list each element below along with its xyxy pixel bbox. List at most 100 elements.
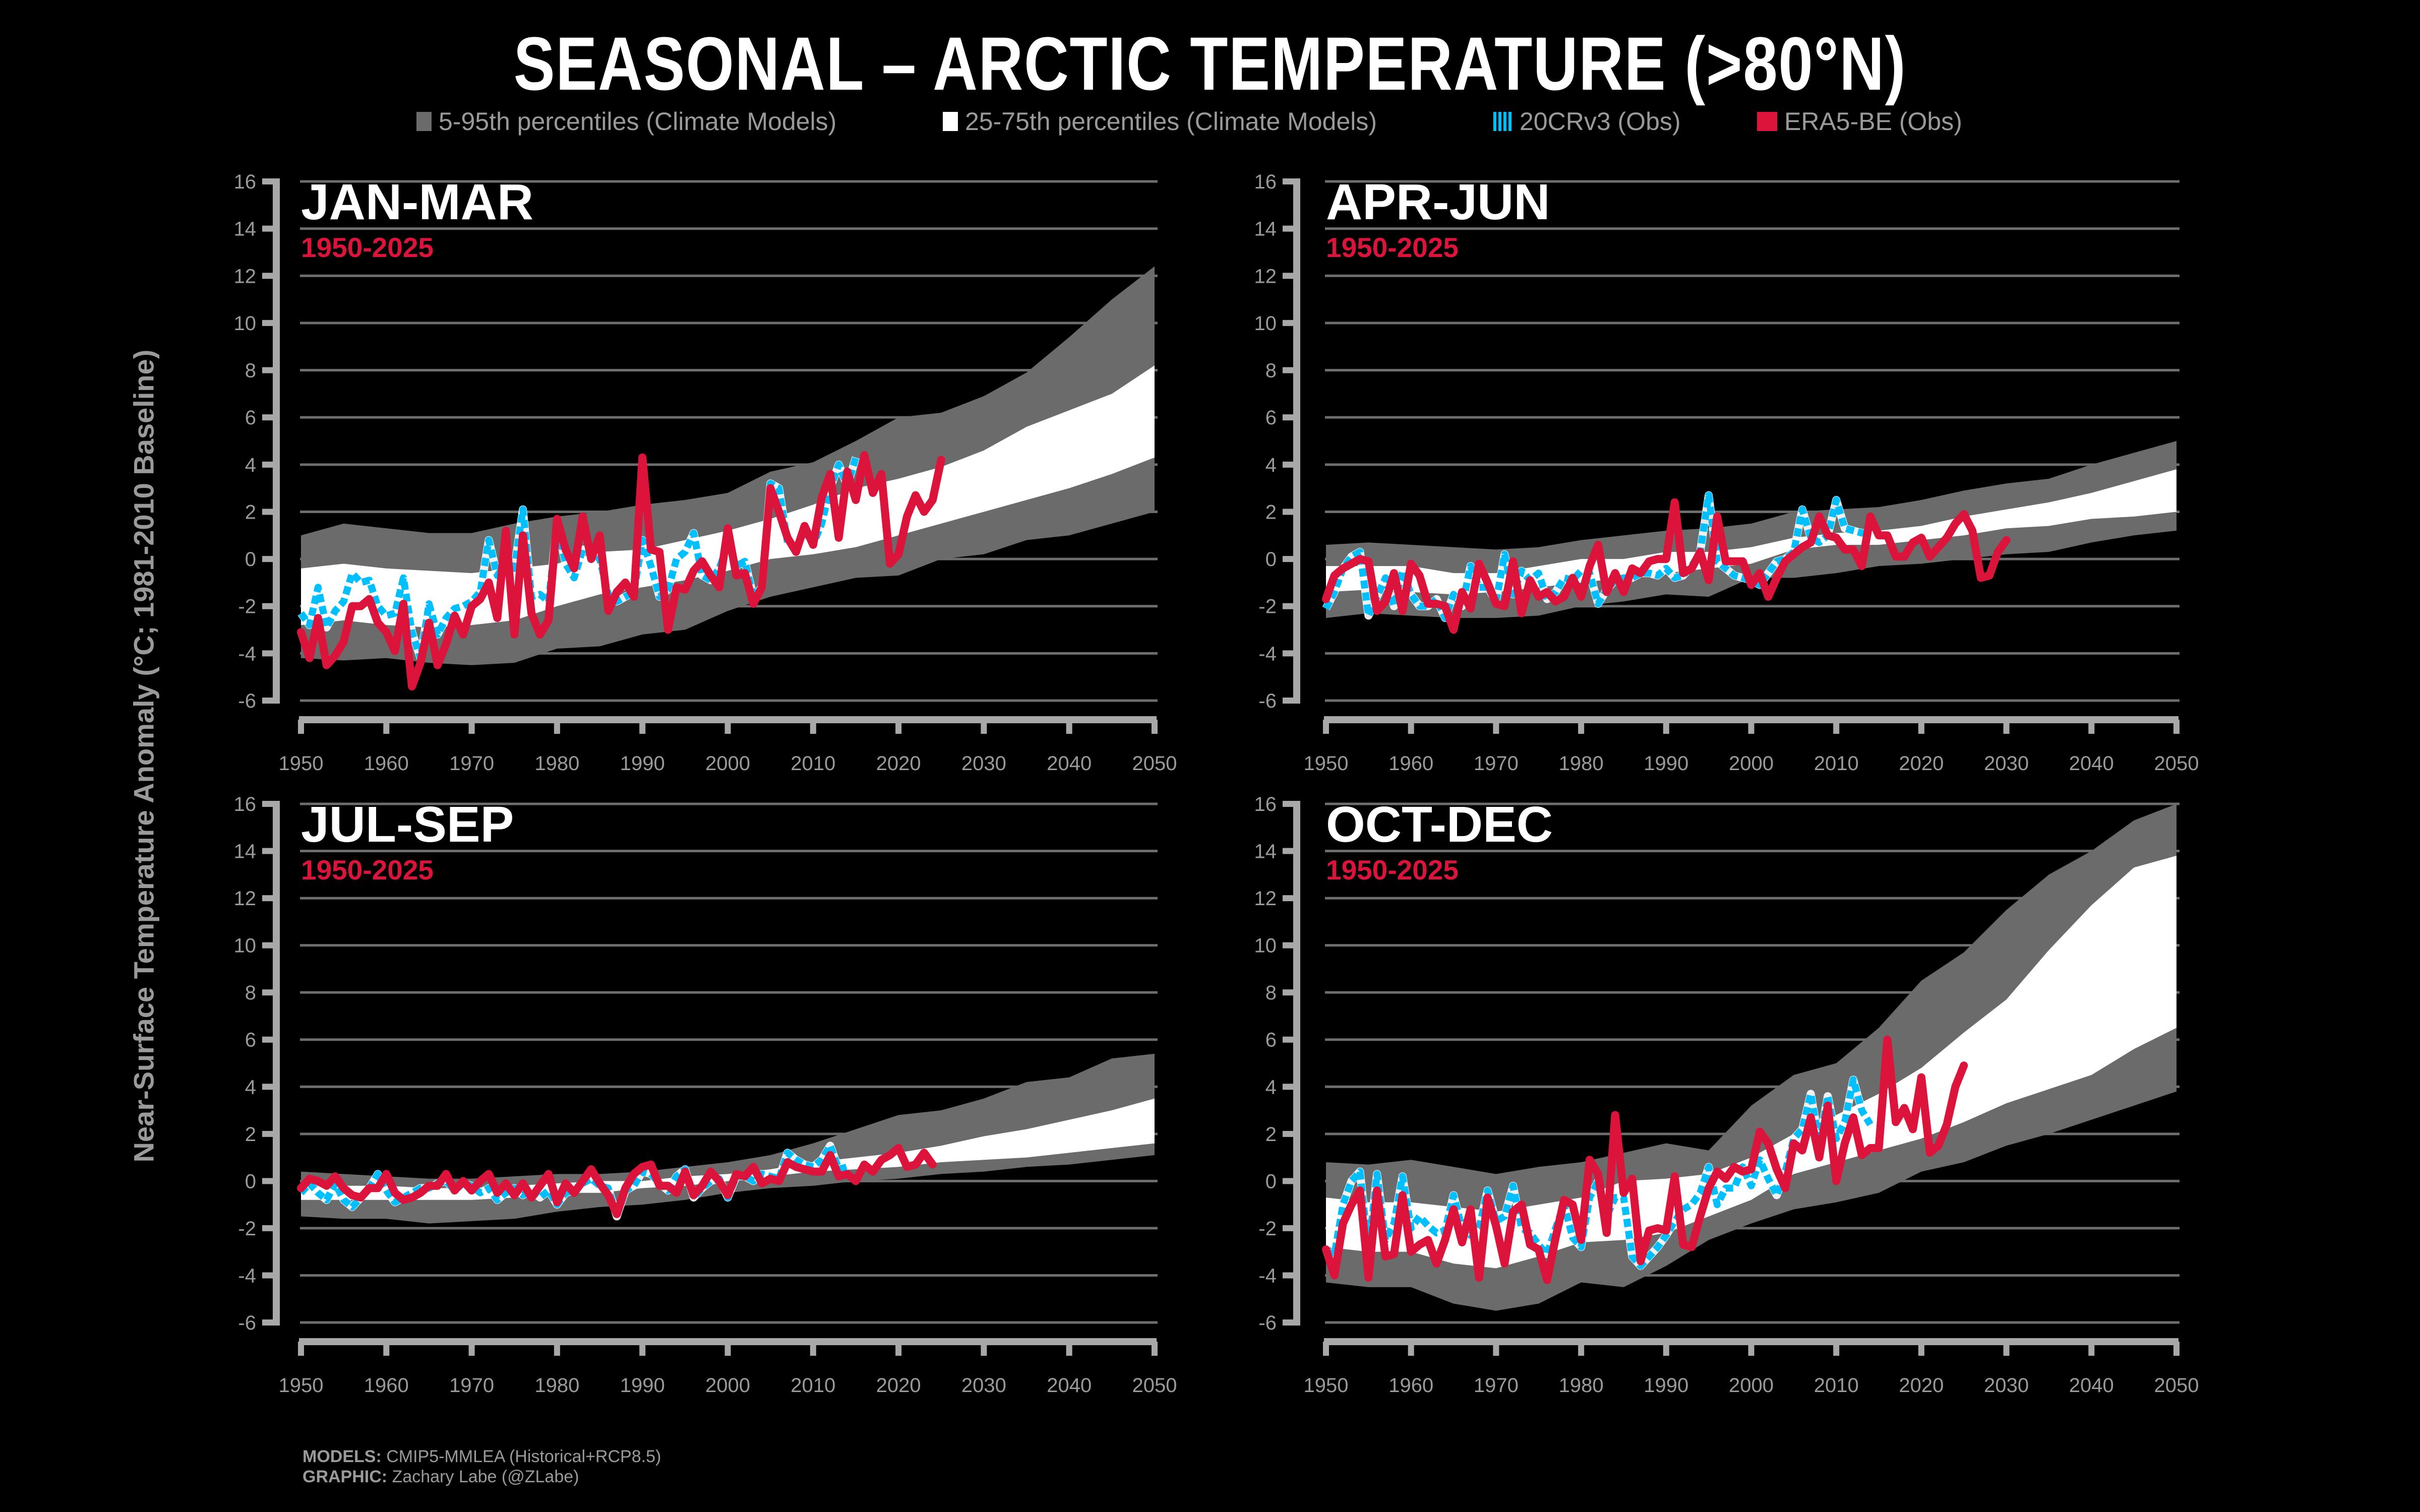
x-tick-label: 1980	[1559, 1374, 1604, 1397]
y-tick-label: 4	[245, 454, 256, 476]
footer-models: MODELS: CMIP5-MMLEA (Historical+RCP8.5)	[302, 1446, 661, 1467]
y-tick-label: -2	[1258, 596, 1277, 618]
series-20crv3-line	[1325, 1076, 1873, 1270]
x-tick-label: 2020	[876, 1374, 921, 1397]
panel-apr-jun: -6 -4 -2 0 2 4 6 8 10 12 14 16 1950 1960 1970 1980 1990 2…	[1254, 171, 2199, 775]
panel-subtitle: 1950-2025	[301, 232, 434, 263]
footer-models-label: MODELS:	[302, 1447, 382, 1466]
y-tick-label: 4	[1265, 1076, 1277, 1098]
x-tick-label: 2040	[2069, 1374, 2114, 1397]
y-tick-label: 10	[1254, 935, 1277, 957]
y-tick-label: 2	[245, 1123, 256, 1146]
x-tick-label: 1970	[449, 1374, 494, 1397]
legend-label: 5-95th percentiles (Climate Models)	[439, 107, 837, 136]
legend-label: 25-75th percentiles (Climate Models)	[965, 107, 1377, 136]
y-tick-label: 10	[234, 312, 257, 335]
y-tick-label: 12	[1254, 265, 1277, 287]
y-tick-label: 2	[1265, 1123, 1277, 1146]
chart-main-title: SEASONAL – ARCTIC TEMPERATURE (>80°N)	[513, 21, 1907, 106]
panel-jan-mar: -6 -4 -2 0 2 4 6 8 10 12 14 16 1950 1960 1970 1980 1990 2…	[234, 171, 1177, 775]
legend: 5-95th percentiles (Climate Models) 25-7…	[0, 107, 2420, 142]
panel-subtitle: 1950-2025	[1326, 854, 1459, 886]
y-tick-label: 2	[1265, 501, 1277, 523]
x-tick-label: 2050	[1132, 752, 1177, 775]
legend-item-5-95: 5-95th percentiles (Climate Models)	[416, 107, 836, 136]
y-tick-label: -6	[238, 690, 256, 712]
y-tick-label: -2	[1258, 1218, 1277, 1240]
y-tick-label: 0	[245, 548, 256, 571]
y-tick-label: -6	[238, 1312, 256, 1334]
x-tick-label: 2040	[2069, 752, 2114, 775]
y-tick-label: 2	[245, 501, 256, 523]
series-era5-line	[1322, 1035, 1968, 1284]
y-tick-label: 8	[1265, 360, 1277, 382]
legend-item-20crv3: 20CRv3 (Obs)	[1493, 107, 1681, 136]
y-tick-label: 8	[245, 982, 256, 1004]
x-tick-label: 2010	[791, 752, 835, 775]
legend-swatch-white-box-icon	[943, 112, 958, 131]
x-tick-label: 2050	[1132, 1374, 1177, 1397]
y-tick-label: 12	[1254, 888, 1277, 910]
y-tick-label: 4	[1265, 454, 1277, 476]
y-tick-label: -4	[238, 1265, 256, 1287]
x-tick-label: 2030	[961, 752, 1006, 775]
legend-label: ERA5-BE (Obs)	[1784, 107, 1962, 136]
panel-oct-dec: -6 -4 -2 0 2 4 6 8 10 12 14 16 1950 1960 1970 1980 1990 2…	[1254, 793, 2199, 1397]
x-tick-label: 2030	[1984, 752, 2029, 775]
x-tick-label: 2010	[1814, 1374, 1859, 1397]
band-25-75	[301, 365, 1155, 627]
x-tick-label: 1960	[364, 1374, 409, 1397]
x-tick-label: 1970	[449, 752, 494, 775]
legend-item-25-75: 25-75th percentiles (Climate Models)	[943, 107, 1377, 136]
y-tick-label: 14	[234, 218, 257, 240]
y-tick-label: -2	[238, 1218, 256, 1240]
footer-graphic-label: GRAPHIC:	[302, 1467, 388, 1486]
y-tick-label: 10	[1254, 312, 1277, 335]
footer-models-value: CMIP5-MMLEA (Historical+RCP8.5)	[386, 1447, 661, 1466]
x-tick-label: 2020	[876, 752, 921, 775]
x-tick-label: 1960	[1388, 752, 1433, 775]
y-tick-label: 16	[1254, 793, 1277, 815]
footer-credits: MODELS: CMIP5-MMLEA (Historical+RCP8.5) …	[302, 1446, 661, 1487]
x-tick-label: 2020	[1899, 1374, 1944, 1397]
band-5-95	[1326, 804, 2176, 1311]
x-tick-label: 1990	[620, 752, 665, 775]
x-tick-label: 2000	[705, 752, 750, 775]
series-era5-line	[1322, 498, 2011, 634]
x-tick-label: 1970	[1474, 1374, 1519, 1397]
panel-title: APR-JUN	[1326, 174, 1550, 230]
y-tick-label: 6	[1265, 407, 1277, 429]
x-tick-label: 2000	[1729, 1374, 1774, 1397]
y-tick-label: 16	[234, 793, 257, 815]
x-tick-label: 2050	[2154, 752, 2199, 775]
x-tick-label: 1990	[1644, 1374, 1688, 1397]
x-tick-label: 2000	[1729, 752, 1774, 775]
panel-title: JAN-MAR	[301, 174, 533, 230]
y-tick-label: 14	[1254, 218, 1277, 240]
legend-label: 20CRv3 (Obs)	[1520, 107, 1681, 136]
x-tick-label: 2040	[1047, 752, 1092, 775]
y-tick-label: 14	[1254, 841, 1277, 863]
x-tick-label: 1980	[534, 1374, 579, 1397]
series-era5-line	[297, 1144, 937, 1218]
panel-subtitle: 1950-2025	[1326, 232, 1459, 263]
y-tick-label: 8	[245, 360, 256, 382]
y-tick-label: 0	[1265, 548, 1277, 571]
x-tick-label: 2050	[2154, 1374, 2199, 1397]
legend-swatch-grey-box-icon	[416, 112, 432, 131]
band-5-95	[301, 1053, 1155, 1224]
y-tick-label: -6	[1258, 1312, 1277, 1334]
y-tick-label: 0	[1265, 1170, 1277, 1192]
x-tick-label: 1950	[279, 1374, 324, 1397]
x-tick-label: 1970	[1474, 752, 1519, 775]
x-tick-label: 1980	[1559, 752, 1604, 775]
panel-subtitle: 1950-2025	[301, 854, 434, 886]
y-tick-label: 0	[245, 1170, 256, 1192]
y-tick-label: 8	[1265, 982, 1277, 1004]
x-tick-label: 2040	[1047, 1374, 1092, 1397]
panel-jul-sep: -6 -4 -2 0 2 4 6 8 10 12 14 16 1950 1960 1970 1980 1990 2…	[234, 793, 1177, 1397]
x-tick-label: 1950	[1304, 1374, 1349, 1397]
x-tick-label: 1980	[534, 752, 579, 775]
x-tick-label: 2020	[1899, 752, 1944, 775]
